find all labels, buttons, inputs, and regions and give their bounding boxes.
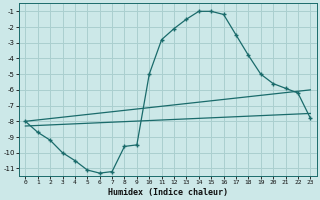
X-axis label: Humidex (Indice chaleur): Humidex (Indice chaleur) xyxy=(108,188,228,197)
